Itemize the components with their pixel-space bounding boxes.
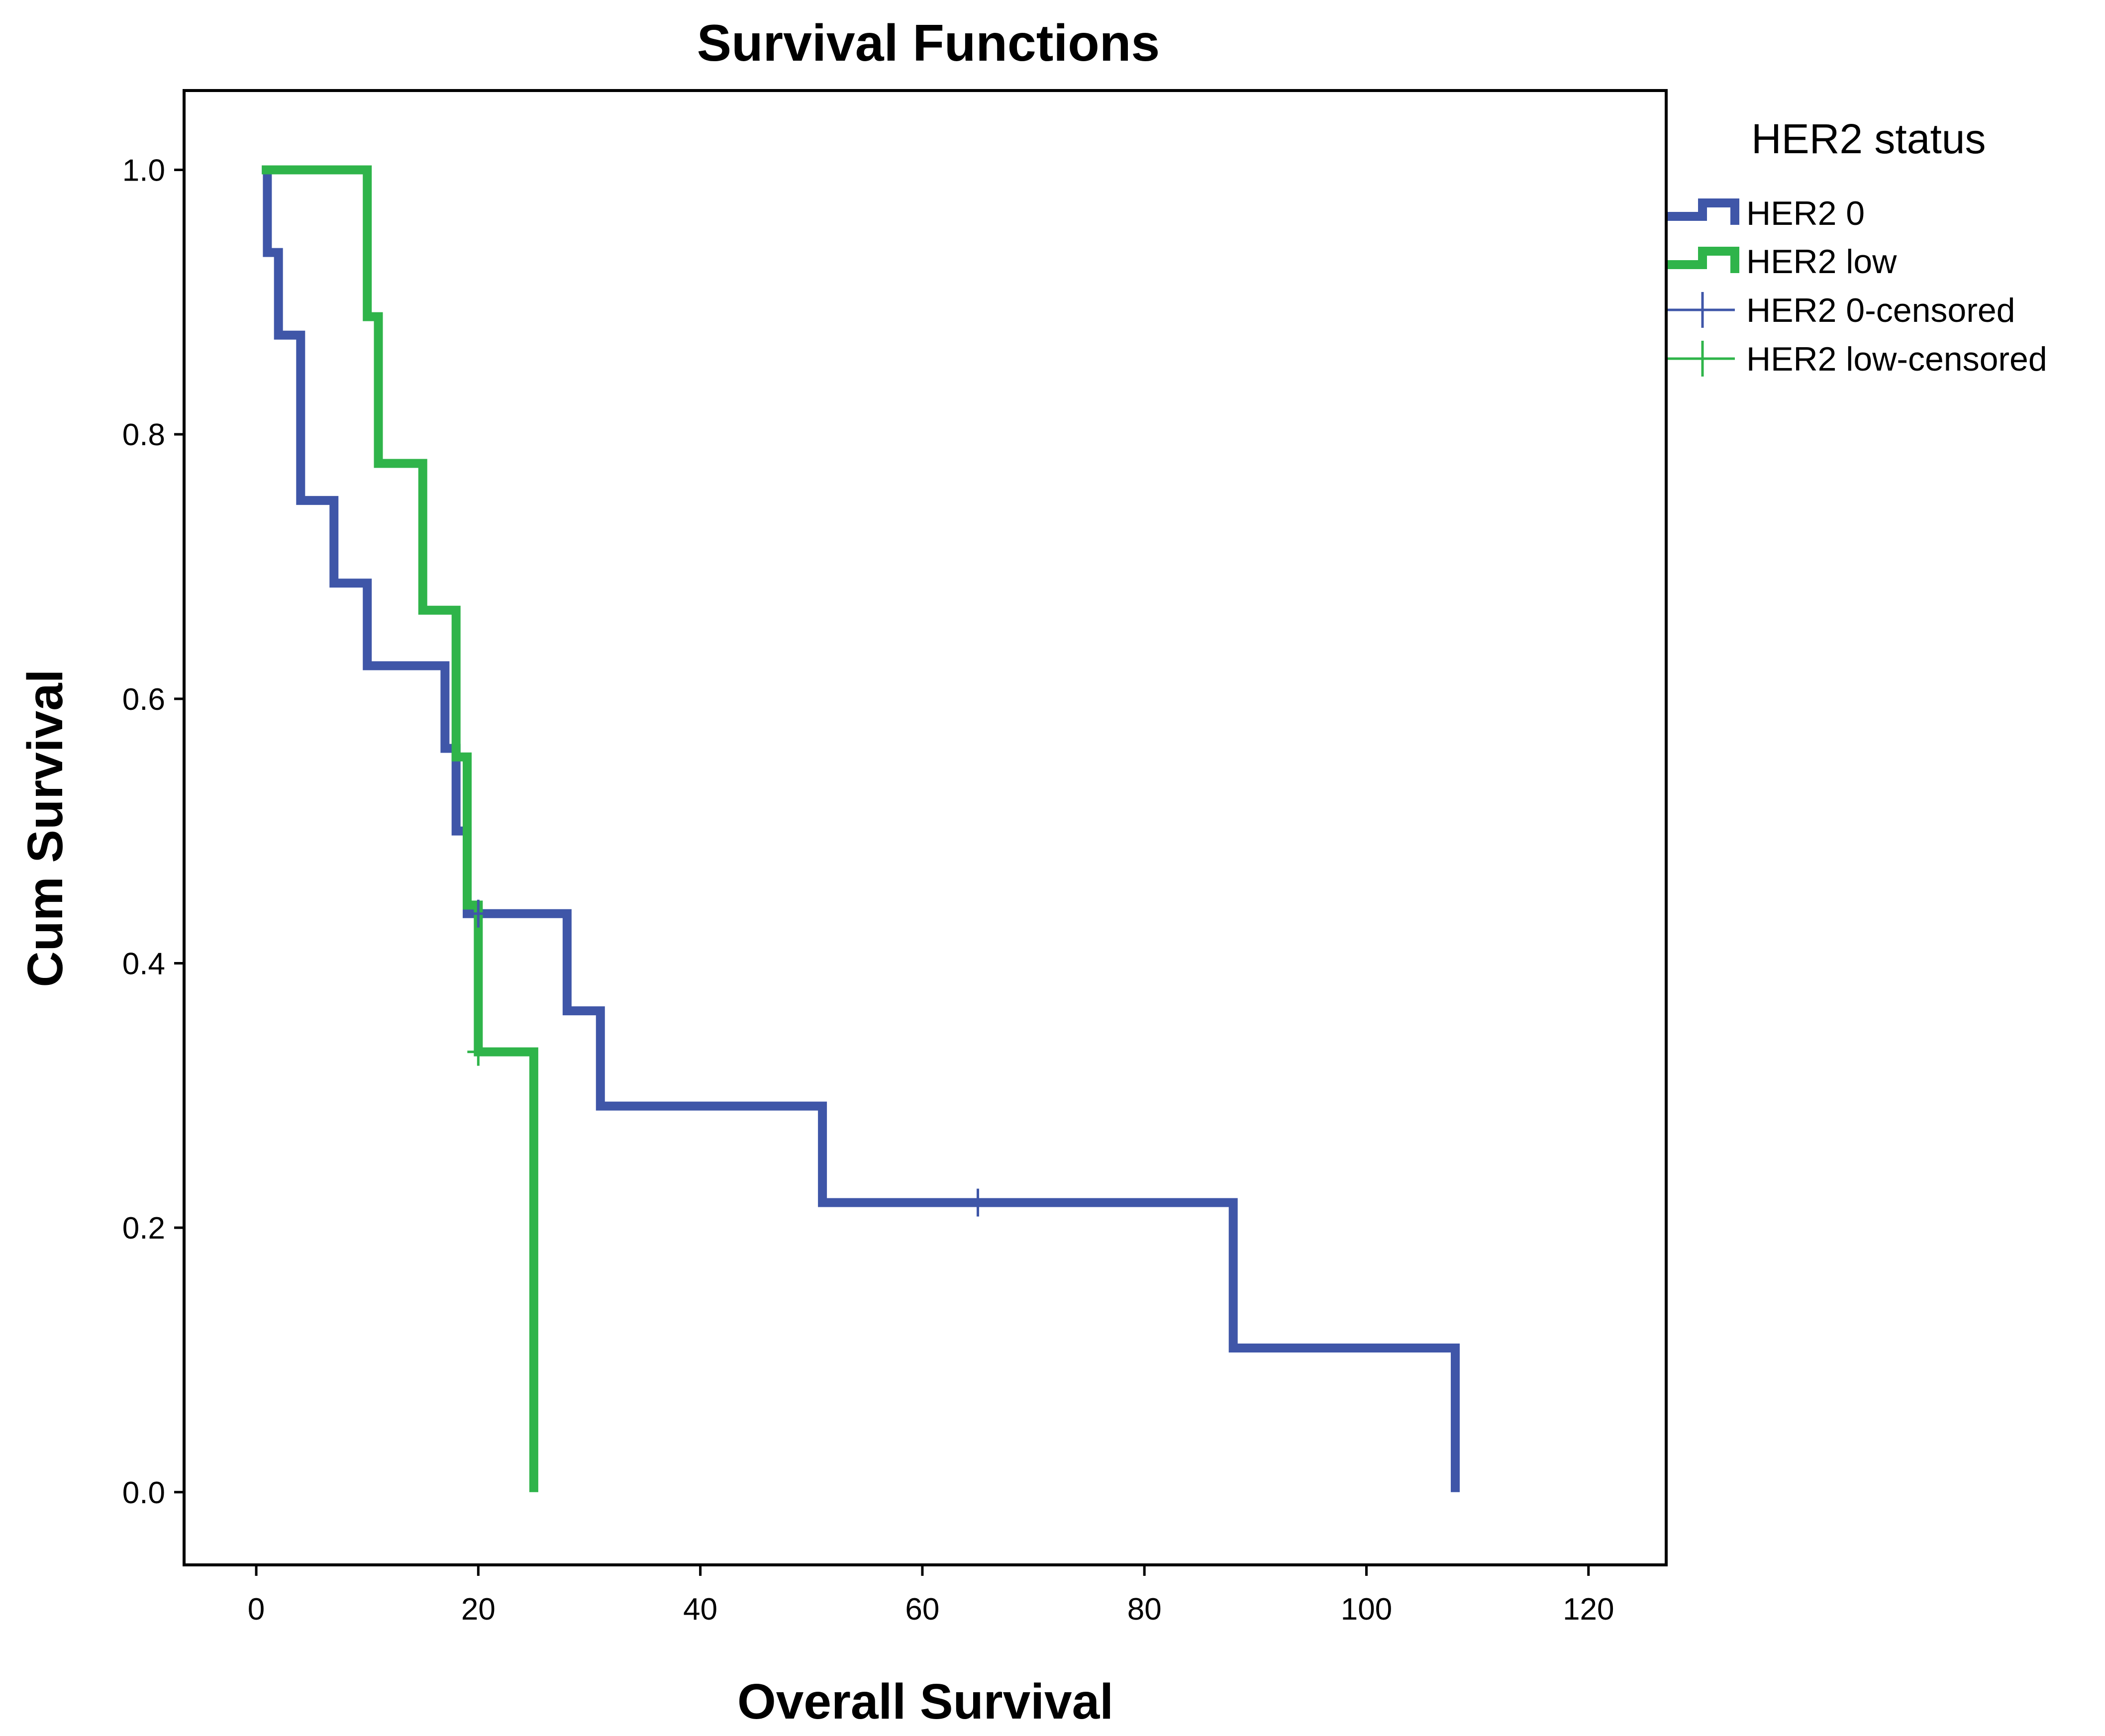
legend-item: HER2 0-censored: [1668, 291, 2015, 329]
censor-mark: [467, 1038, 490, 1066]
plot-frame: [183, 89, 1668, 1566]
legend: HER2 status HER2 0 HER2 low HER2 0-censore…: [1668, 115, 2047, 378]
censor-mark: [967, 1188, 989, 1217]
legend-step-symbol: [1668, 198, 1739, 225]
legend-label: HER2 0-censored: [1746, 291, 2015, 329]
y-axis-title: Cum Survival: [17, 669, 73, 987]
legend-label: HER2 low: [1746, 243, 1897, 281]
legend-label: HER2 0: [1746, 194, 1865, 232]
series-layer: [262, 165, 1460, 1492]
legend-item: HER2 low: [1668, 243, 1897, 281]
x-axis: 0 20 40 60 80 100 120: [248, 1565, 1614, 1627]
x-tick-label: 40: [683, 1592, 717, 1627]
x-tick-label: 0: [248, 1592, 265, 1627]
censor-mark: [467, 899, 490, 928]
legend-title: HER2 status: [1751, 115, 1986, 162]
legend-item: HER2 0: [1668, 194, 1865, 232]
x-tick-label: 20: [461, 1592, 496, 1627]
series-line-her2-0: [262, 165, 1460, 1492]
x-tick-label: 120: [1563, 1592, 1614, 1627]
y-tick-label: 0.4: [122, 947, 165, 981]
legend-items: HER2 0 HER2 low HER2 0-censored HER2 low-ce…: [1668, 194, 2047, 378]
y-tick-label: 0.0: [122, 1476, 165, 1510]
chart-title: Survival Functions: [697, 14, 1160, 72]
y-tick-label: 0.8: [122, 418, 165, 452]
x-tick-label: 80: [1127, 1592, 1162, 1627]
y-tick-label: 1.0: [122, 153, 165, 188]
y-axis: 0.0 0.2 0.4 0.6 0.8 1.0: [122, 153, 184, 1510]
x-tick-label: 60: [905, 1592, 939, 1627]
x-axis-title: Overall Survival: [737, 1674, 1113, 1730]
legend-item: HER2 low-censored: [1668, 340, 2047, 378]
legend-step-symbol: [1668, 247, 1739, 273]
series-line-her2-low: [262, 165, 538, 1492]
legend-label: HER2 low-censored: [1746, 340, 2047, 378]
y-tick-label: 0.6: [122, 682, 165, 717]
censor-layer: [467, 899, 989, 1217]
y-tick-label: 0.2: [122, 1211, 165, 1246]
x-tick-label: 100: [1341, 1592, 1392, 1627]
